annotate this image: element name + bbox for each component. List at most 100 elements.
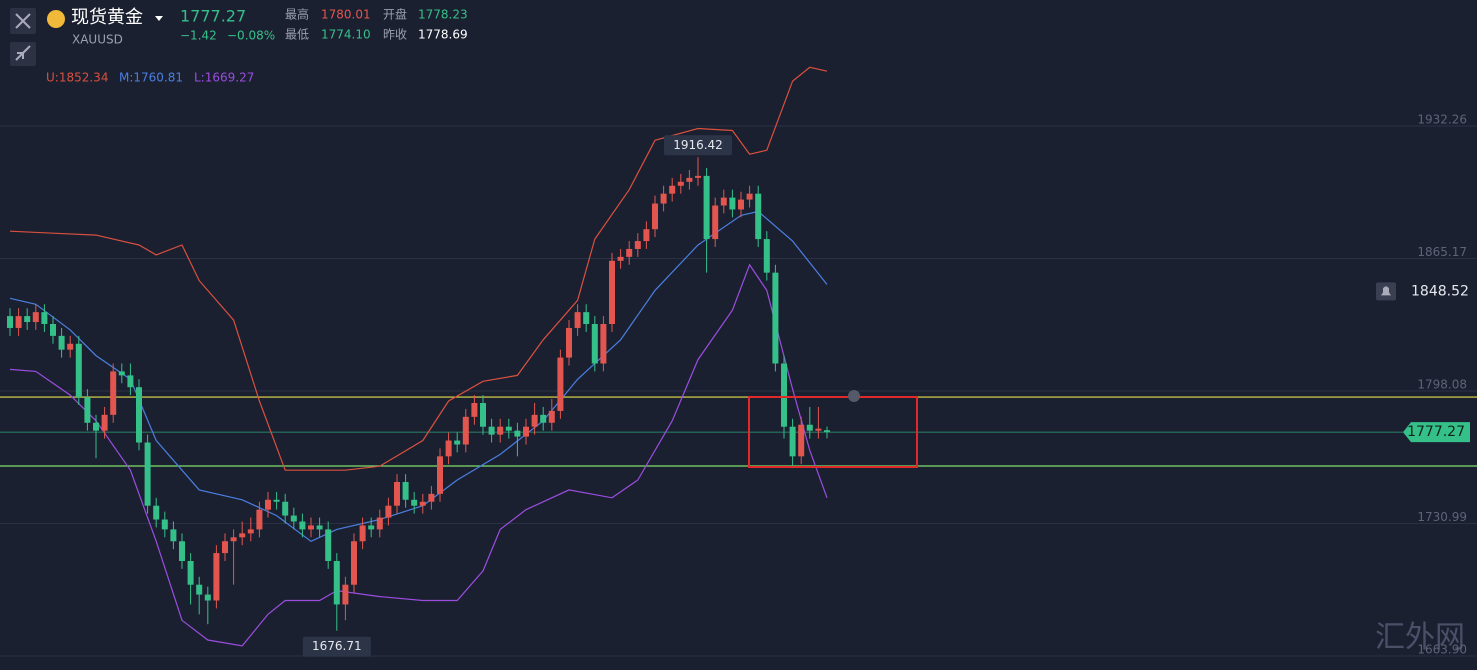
candle-body (677, 181, 684, 186)
candle-body (634, 241, 641, 249)
candle-body (15, 316, 22, 328)
candle-body (712, 205, 719, 240)
candle-body (746, 193, 753, 200)
y-tick-label: 1865.17 (1417, 245, 1467, 259)
low-label: 最低 (285, 28, 309, 42)
candle-body (428, 493, 435, 502)
y-tick-label: 1663.90 (1417, 642, 1467, 656)
candle-body (101, 414, 108, 431)
watermark: 汇外网 (1375, 621, 1465, 654)
candle-body (153, 505, 160, 520)
candle-body (660, 193, 667, 204)
candle-body (437, 456, 443, 494)
y-tick-label: 1798.08 (1417, 377, 1467, 391)
candle-body (351, 541, 357, 585)
change-percent: −0.08% (227, 29, 275, 43)
candle-body (325, 529, 332, 562)
candle-body (118, 371, 125, 376)
change: −1.42 (180, 29, 217, 43)
candle-body (669, 185, 676, 194)
band-line (9, 66, 828, 471)
candle-body (609, 260, 615, 325)
candle-body (316, 525, 323, 530)
gold-icon (47, 10, 65, 28)
candle-body (230, 537, 237, 542)
band-line (9, 263, 828, 647)
drag-handle[interactable] (848, 390, 860, 402)
candle-body (385, 505, 392, 518)
candle-body (531, 414, 538, 427)
candle-body (652, 203, 658, 230)
candle-body (600, 324, 607, 364)
candle-body (308, 525, 314, 530)
candle-body (247, 529, 254, 534)
candle-body (222, 541, 228, 554)
candle-body (58, 335, 65, 350)
candle-body (738, 199, 744, 210)
candle-body (394, 482, 400, 506)
candle-body (772, 272, 779, 364)
candle-body (557, 357, 564, 411)
candle-body (729, 197, 736, 210)
annotation-label: 1676.71 (312, 639, 362, 653)
y-tick-label: 1730.99 (1417, 510, 1467, 524)
candle-body (187, 561, 194, 585)
candle-body (32, 312, 39, 323)
candle-body (686, 177, 693, 182)
candle-body (239, 533, 246, 538)
candle-body (265, 499, 271, 510)
candle-body (67, 343, 74, 350)
last-price-tag (1403, 422, 1470, 443)
candle-body (798, 424, 805, 457)
highlight-box (748, 396, 918, 468)
candle-body (24, 316, 31, 323)
candle-body (419, 501, 426, 506)
candle-body (488, 426, 495, 435)
candle-body (256, 509, 263, 530)
candle-body (7, 316, 13, 328)
candle-body (196, 584, 203, 595)
candle-body (548, 410, 555, 423)
legend-lower: L:1669.27 (194, 71, 254, 85)
candle-body (566, 327, 572, 358)
candle-body (815, 428, 822, 431)
candle-body (454, 440, 461, 445)
candle-body (480, 403, 486, 427)
candle-body (695, 175, 701, 178)
candle-body (50, 324, 56, 336)
prev-close-value: 1778.69 (418, 28, 468, 42)
candle-body (136, 387, 142, 443)
candle-body (170, 529, 177, 542)
dropdown-icon[interactable] (155, 16, 163, 21)
candle-body (763, 239, 770, 273)
candle-body (523, 426, 529, 437)
high-label: 最高 (285, 7, 309, 22)
candle-body (368, 525, 375, 530)
candle-body (755, 193, 762, 240)
candle-body (514, 430, 521, 437)
candle-body (574, 312, 581, 328)
candle-body (299, 521, 306, 530)
y-tick-label: 1932.26 (1417, 113, 1467, 127)
candle-body (342, 584, 349, 605)
annotation-label: 1916.42 (673, 138, 723, 152)
candle-body (161, 519, 168, 530)
candle-body (626, 248, 633, 257)
candle-body (273, 499, 280, 502)
candle-body (806, 424, 813, 431)
annotation-box (302, 636, 371, 657)
annotation-box (664, 135, 732, 156)
candle-body (204, 594, 211, 601)
candle-body (781, 363, 787, 427)
candle-body (583, 312, 590, 325)
candle-body (144, 442, 151, 506)
candle-body (93, 422, 99, 431)
price: 1777.27 (180, 7, 246, 26)
candle-body (703, 175, 710, 240)
candle-body (179, 541, 185, 562)
candle-body (213, 553, 220, 601)
candle-body (789, 426, 796, 457)
candle-body (84, 397, 91, 423)
